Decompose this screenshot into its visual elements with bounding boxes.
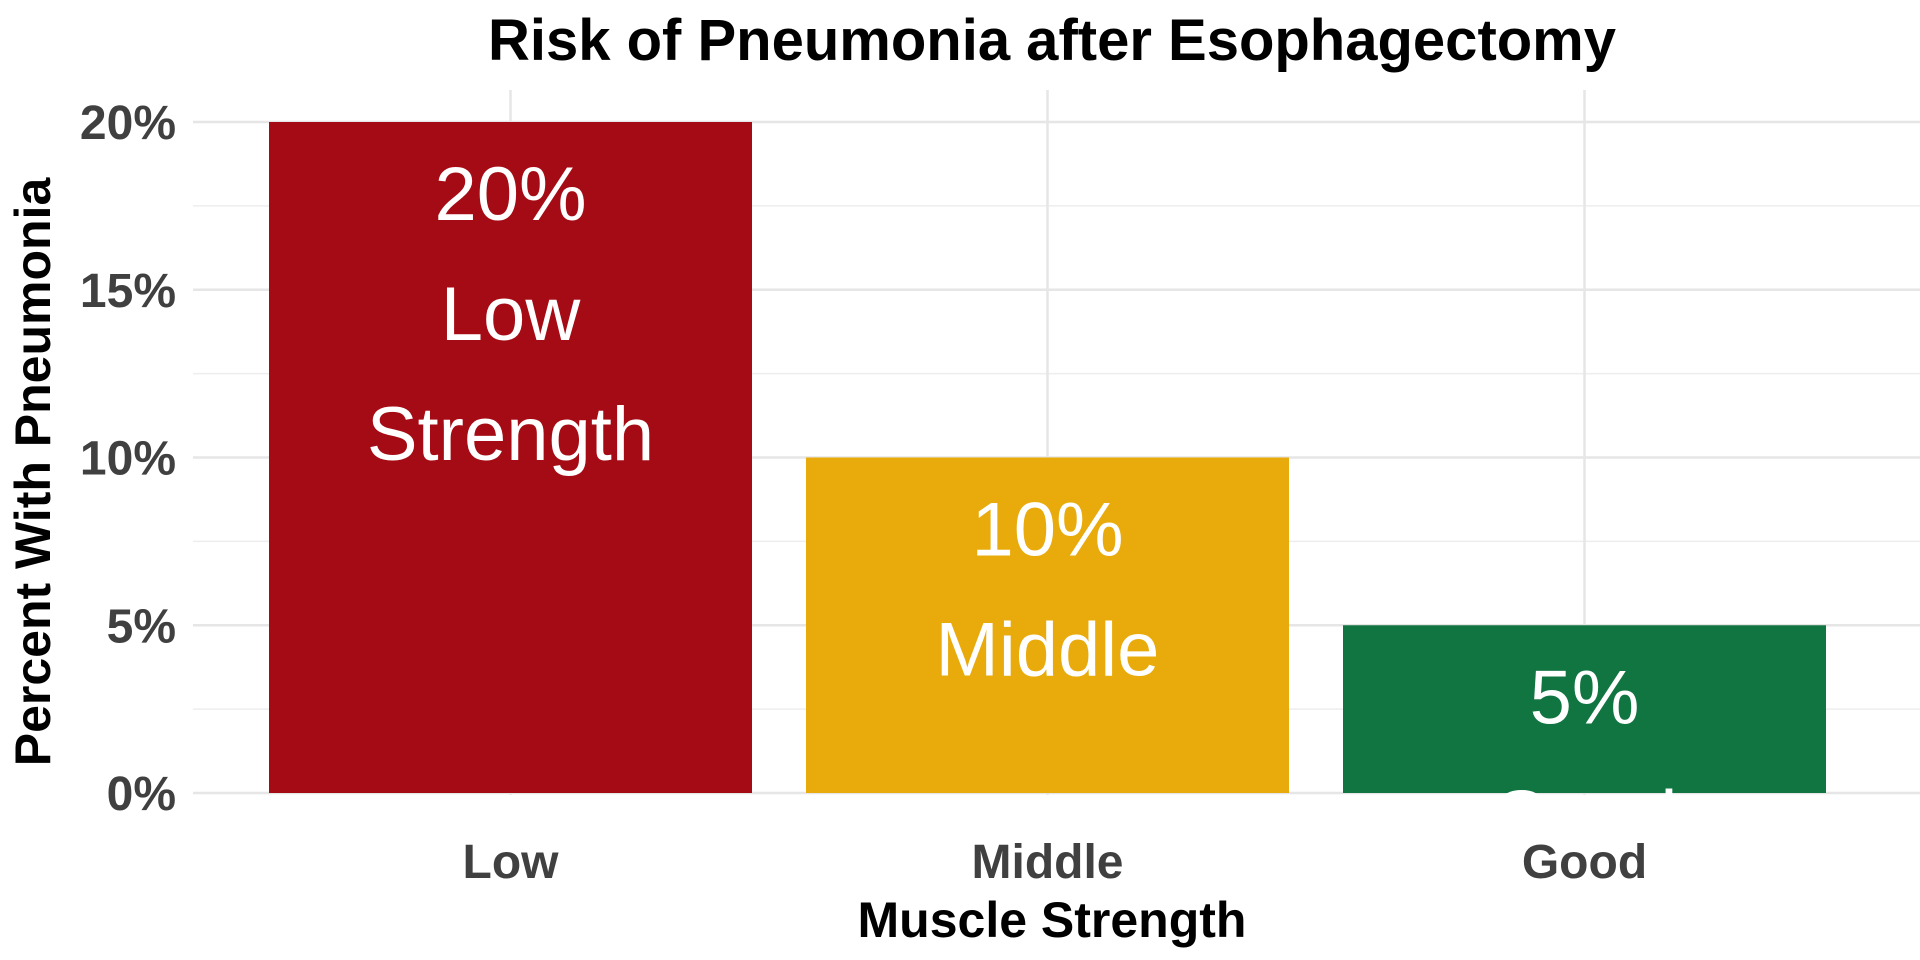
x-tick-label: Good bbox=[1522, 836, 1647, 889]
bar-low bbox=[269, 122, 752, 793]
bar-label: 20% bbox=[434, 152, 586, 237]
x-tick-label: Middle bbox=[972, 836, 1124, 889]
bars: 20% Low Strength 10% Middle 5% Good bbox=[269, 122, 1826, 860]
x-tick-label: Low bbox=[463, 836, 560, 889]
y-tick-label: 15% bbox=[80, 265, 176, 318]
bar-label: Strength bbox=[367, 392, 654, 477]
y-axis-title: Percent With Pneumonia bbox=[5, 177, 61, 767]
bar-label: Low bbox=[441, 272, 582, 357]
bar-label: 5% bbox=[1530, 655, 1640, 740]
bar-label: Middle bbox=[936, 608, 1160, 693]
chart-title: Risk of Pneumonia after Esophagectomy bbox=[488, 8, 1616, 73]
bar-label: 10% bbox=[971, 488, 1123, 573]
y-tick-label: 10% bbox=[80, 433, 176, 486]
y-tick-label: 20% bbox=[80, 97, 176, 150]
bar-good bbox=[1343, 625, 1826, 793]
y-tick-label: 5% bbox=[107, 600, 176, 653]
y-axis-ticks: 0% 5% 10% 15% 20% bbox=[80, 97, 176, 821]
x-axis-title: Muscle Strength bbox=[858, 892, 1247, 948]
x-axis-ticks: Low Middle Good bbox=[463, 836, 1648, 889]
y-tick-label: 0% bbox=[107, 768, 176, 821]
bar-label: Good bbox=[1492, 775, 1678, 860]
bar-middle bbox=[806, 457, 1289, 793]
